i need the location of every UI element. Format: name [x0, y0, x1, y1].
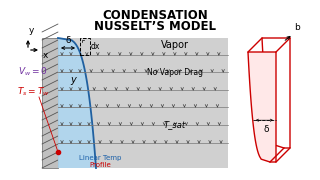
- Text: Profile: Profile: [89, 162, 111, 168]
- Text: $V_w = 0$: $V_w = 0$: [18, 66, 48, 78]
- Text: x: x: [43, 51, 48, 60]
- Polygon shape: [42, 38, 58, 168]
- Polygon shape: [262, 38, 290, 148]
- Text: T_sat: T_sat: [164, 120, 186, 129]
- Text: dx: dx: [91, 42, 100, 51]
- Polygon shape: [58, 38, 96, 168]
- Text: y: y: [29, 26, 34, 35]
- Bar: [80, 38, 90, 55]
- Text: CONDENSATION: CONDENSATION: [102, 8, 208, 21]
- Polygon shape: [55, 38, 228, 168]
- Text: b: b: [294, 23, 300, 32]
- Polygon shape: [248, 52, 276, 162]
- Text: No Vapor Drag: No Vapor Drag: [147, 68, 203, 76]
- Text: Vapor: Vapor: [161, 40, 189, 50]
- Text: Linear Temp: Linear Temp: [79, 155, 121, 161]
- Text: y: y: [70, 75, 76, 85]
- Text: NUSSELT’S MODEL: NUSSELT’S MODEL: [94, 19, 216, 33]
- Text: δ: δ: [65, 36, 71, 45]
- Text: $T_s = T_w$: $T_s = T_w$: [17, 86, 50, 98]
- Text: δ: δ: [264, 125, 269, 134]
